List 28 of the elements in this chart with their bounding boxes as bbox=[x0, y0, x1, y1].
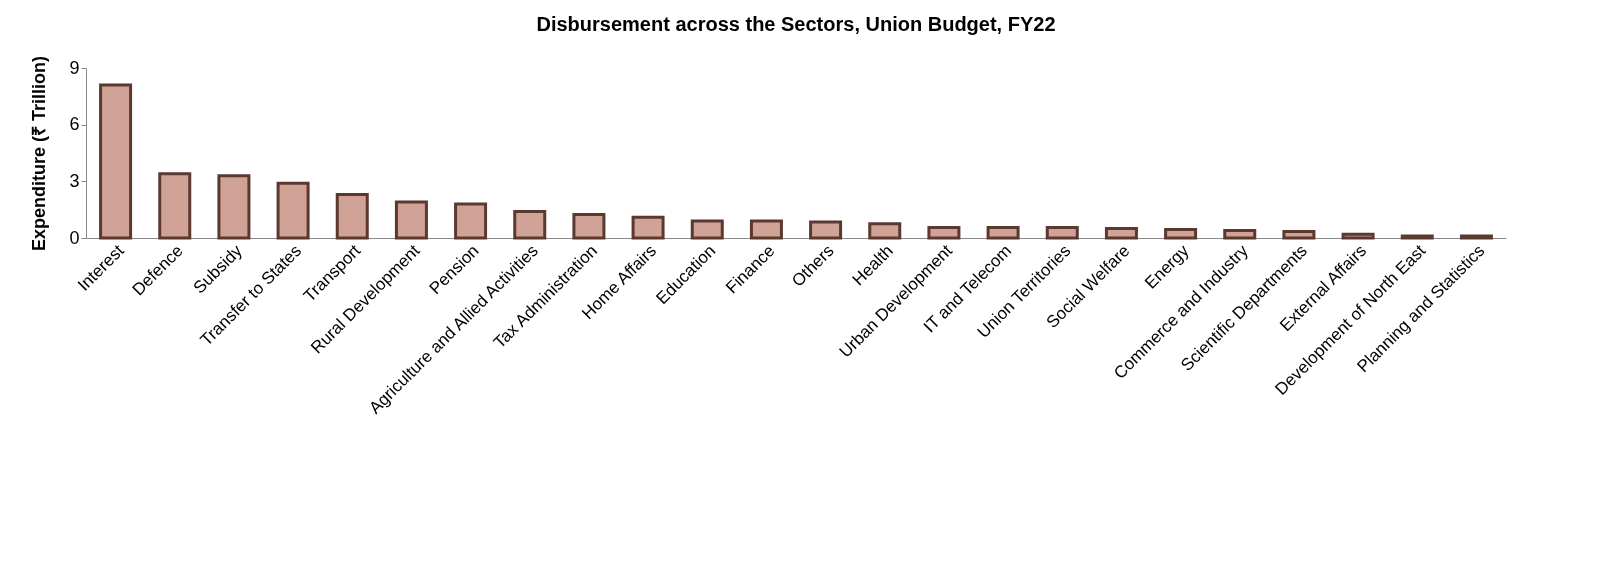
bar bbox=[513, 210, 547, 240]
bar bbox=[868, 222, 902, 240]
y-tick-label: 0 bbox=[69, 227, 80, 248]
chart-title: Disbursement across the Sectors, Union Budget, FY22 bbox=[536, 13, 1056, 36]
bar bbox=[1282, 229, 1316, 240]
bar bbox=[572, 212, 606, 240]
bar bbox=[394, 200, 428, 240]
bar bbox=[809, 220, 843, 240]
bar bbox=[749, 219, 783, 240]
bar bbox=[1164, 228, 1198, 240]
y-tick-label: 6 bbox=[69, 114, 80, 135]
y-axis-title: Expenditure (₹ Trillion) bbox=[29, 55, 50, 252]
bar bbox=[99, 83, 133, 240]
bar bbox=[986, 226, 1020, 240]
bar bbox=[158, 172, 192, 240]
bar bbox=[276, 181, 310, 240]
bar bbox=[927, 226, 961, 240]
bar bbox=[335, 193, 369, 240]
bar bbox=[454, 202, 488, 240]
bar bbox=[1223, 228, 1257, 240]
y-tick-label: 3 bbox=[69, 170, 80, 191]
bar bbox=[1045, 226, 1079, 240]
bar bbox=[1104, 227, 1138, 240]
bar bbox=[217, 174, 251, 240]
bar bbox=[631, 215, 665, 240]
bar bbox=[690, 219, 724, 240]
y-tick-label: 9 bbox=[69, 57, 80, 78]
bar bbox=[1341, 232, 1375, 240]
